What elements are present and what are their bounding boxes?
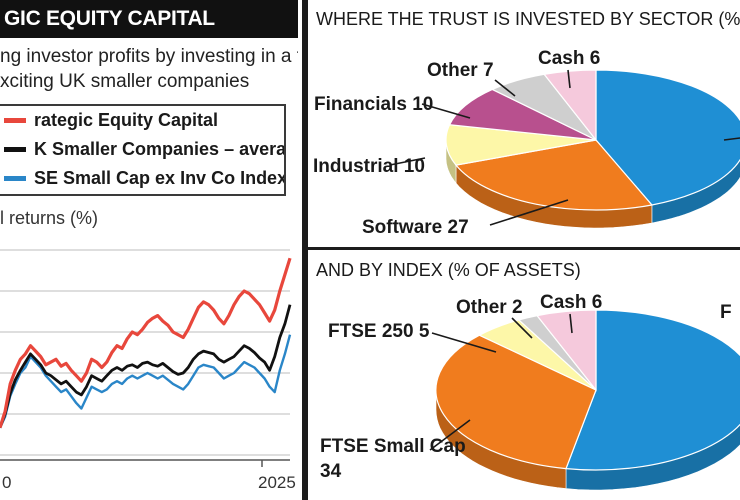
sector-slice-1 bbox=[454, 139, 654, 211]
legend-item-index: SE Small Cap ex Inv Co Index bbox=[0, 164, 284, 193]
legend-item-strategic: rategic Equity Capital bbox=[0, 106, 284, 135]
label-industrial-sector: Industrial 10 bbox=[313, 156, 425, 177]
label-cash-index: Cash 6 bbox=[540, 292, 602, 313]
label-ftse250-index: FTSE 250 5 bbox=[328, 321, 430, 342]
leader-other-sector bbox=[494, 79, 516, 97]
label-financials-sector: Financials 10 bbox=[314, 94, 433, 115]
legend-label-index: SE Small Cap ex Inv Co Index bbox=[34, 168, 284, 188]
leader-ftse-small-cap-index bbox=[429, 419, 471, 451]
label-ftse100-index: F bbox=[720, 302, 732, 323]
line-chart-title: GIC EQUITY CAPITAL bbox=[0, 0, 298, 38]
leader-ftse250-index bbox=[431, 332, 497, 353]
label-ftse-small-cap-index: FTSE Small Cap bbox=[320, 436, 466, 457]
legend-label-average-trust: K Smaller Companies – average trust bbox=[34, 139, 284, 159]
sector-pie-title: WHERE THE TRUST IS INVESTED BY SECTOR (%… bbox=[316, 9, 740, 29]
label-other-sector: Other 7 bbox=[427, 60, 494, 81]
index-pie bbox=[435, 309, 740, 491]
subtitle-line-1: ng investor profits by investing in a ti… bbox=[0, 46, 298, 67]
line-chart-subtitle: ng investor profits by investing in a ti… bbox=[0, 44, 298, 94]
label-software-sector: Software 27 bbox=[362, 217, 469, 238]
legend-swatch-black bbox=[4, 147, 26, 152]
index-pie-title: AND BY INDEX (% OF ASSETS) bbox=[316, 260, 581, 280]
section-divider bbox=[308, 247, 740, 250]
series-line-1 bbox=[0, 304, 292, 429]
leader-cash-index bbox=[569, 313, 573, 334]
legend-swatch-red bbox=[4, 118, 26, 123]
sector-pie bbox=[445, 69, 740, 229]
index-slice-1 bbox=[435, 334, 597, 470]
series-line-2 bbox=[0, 334, 292, 429]
leader-software-sector bbox=[489, 199, 569, 226]
sector-slice-0 bbox=[595, 69, 740, 206]
panel-divider bbox=[302, 0, 308, 500]
leader-other-index bbox=[511, 317, 533, 339]
x-tick-start: 0 bbox=[2, 473, 11, 492]
line-chart-plot: 0 2025 bbox=[0, 249, 296, 492]
index-slice-4 bbox=[536, 309, 597, 392]
legend-item-average-trust: K Smaller Companies – average trust bbox=[0, 135, 284, 164]
leader-financials-sector bbox=[421, 103, 471, 119]
subtitle-line-2: xciting UK smaller companies bbox=[0, 71, 250, 92]
y-axis-title: l returns (%) bbox=[0, 208, 99, 228]
x-tick-end: 2025 bbox=[258, 473, 296, 492]
leader-cash-sector bbox=[567, 69, 571, 89]
label-other-index: Other 2 bbox=[456, 297, 523, 318]
leader-lines bbox=[389, 69, 740, 451]
line-chart-series bbox=[0, 257, 292, 429]
sector-slice-3 bbox=[448, 88, 597, 141]
line-chart-legend: rategic Equity Capital K Smaller Compani… bbox=[0, 104, 286, 196]
sector-slice-5 bbox=[543, 69, 597, 142]
leader-industrial-sector bbox=[389, 157, 426, 166]
sector-slice-2 bbox=[445, 124, 597, 166]
label-cash-sector: Cash 6 bbox=[538, 48, 600, 69]
label-ftse-small-cap-value: 34 bbox=[320, 461, 342, 482]
leader-main-sector bbox=[723, 137, 740, 141]
index-slice-0 bbox=[565, 309, 740, 471]
series-line-0 bbox=[0, 257, 292, 429]
legend-swatch-blue bbox=[4, 176, 26, 181]
index-pie-labels: Cash 6 Other 2 FTSE 250 5 FTSE Small Cap… bbox=[320, 292, 732, 482]
legend-label-strategic: rategic Equity Capital bbox=[34, 110, 219, 130]
